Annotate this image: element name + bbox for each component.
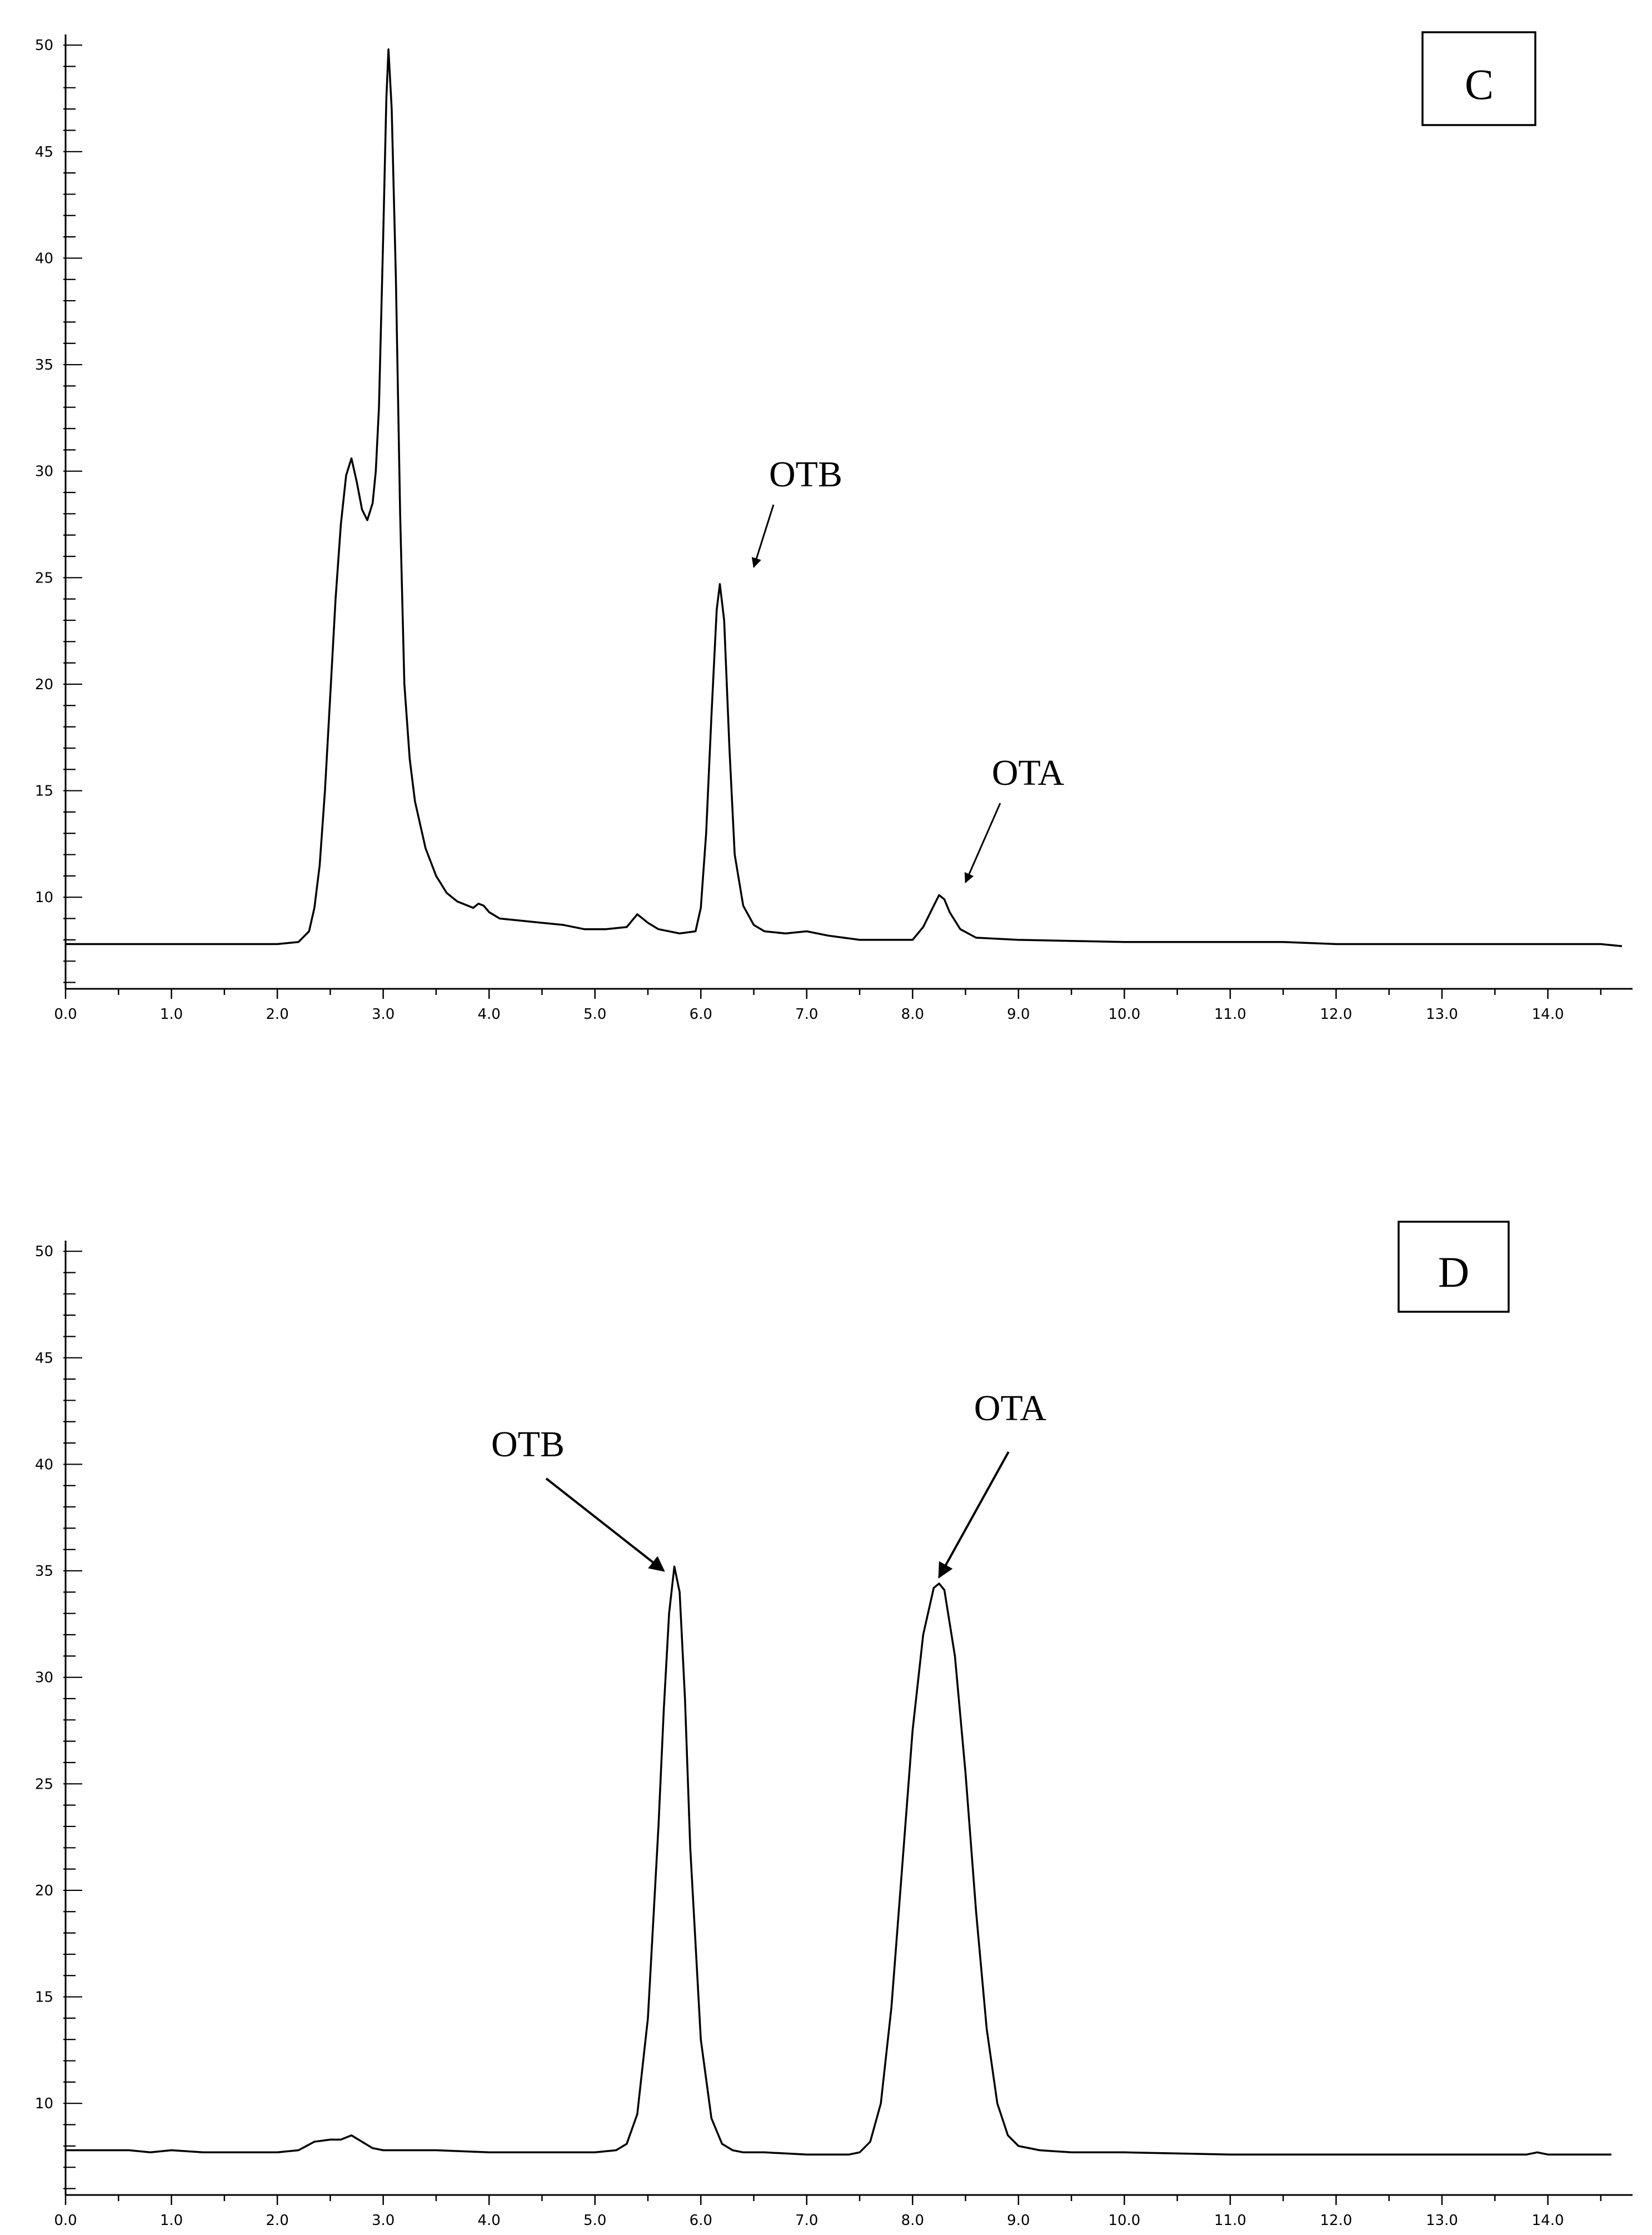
x-tick-label: 1.0 [160, 2212, 183, 2229]
x-tick-label: 7.0 [795, 2212, 818, 2229]
y-tick-label: 10 [35, 889, 53, 906]
panel-label: C [1465, 60, 1494, 108]
x-tick-label: 6.0 [690, 2212, 712, 2229]
y-tick-label: 35 [35, 1563, 53, 1580]
x-tick-label: 3.0 [372, 2212, 395, 2229]
y-tick-label: 10 [35, 2095, 53, 2112]
panel-label-box [1421, 31, 1536, 126]
x-tick-label: 10.0 [1108, 2212, 1140, 2229]
x-tick-label: 2.0 [266, 1006, 288, 1023]
panel-label-box [1398, 1221, 1510, 1313]
x-tick-label: 9.0 [1007, 1006, 1030, 1023]
x-tick-label: 9.0 [1007, 2212, 1030, 2229]
y-tick-label: 35 [35, 357, 53, 374]
y-tick-label: 15 [35, 1989, 53, 2006]
y-tick-label: 15 [35, 783, 53, 800]
chart-panel-d: 0.0 1.0 2.0 3.0 4.0 5.0 6.0 7.0 8.0 9.0 10.0 11.0 12… [35, 1221, 1633, 2229]
chromatogram-trace [66, 1565, 1611, 2156]
x-tick-label: 5.0 [583, 1006, 606, 1023]
x-tick-label: 13.0 [1426, 2212, 1458, 2229]
peak-arrow-ota [938, 1451, 1010, 1579]
y-tick-label: 20 [35, 676, 53, 693]
x-tick-label: 0.0 [54, 1006, 77, 1023]
peak-label-otb: OTB [769, 454, 842, 495]
x-tick-label: 14.0 [1532, 2212, 1564, 2229]
y-tick-label: 45 [35, 144, 53, 161]
x-tick-label: 8.0 [901, 1006, 924, 1023]
y-tick-label: 50 [35, 1243, 53, 1260]
x-tick-label: 6.0 [690, 1006, 712, 1023]
x-tick-label: 7.0 [795, 1006, 818, 1023]
x-tick-label: 10.0 [1108, 1006, 1140, 1023]
peak-arrow-otb [545, 1477, 665, 1572]
x-tick-label: 11.0 [1214, 2212, 1246, 2229]
x-tick-label: 13.0 [1426, 1006, 1458, 1023]
y-tick-label: 20 [35, 1883, 53, 1899]
chart-panel-c: 0.0 1.0 2.0 3.0 4.0 5.0 6.0 7.0 8.0 9.0 10.0 11.0 12… [35, 31, 1633, 1023]
x-tick-label: 5.0 [583, 2212, 606, 2229]
peak-arrow-ota [964, 803, 1001, 884]
x-tick-label: 12.0 [1320, 1006, 1352, 1023]
x-tick-label: 0.0 [54, 2212, 77, 2229]
y-tick-label: 40 [35, 250, 53, 267]
peak-arrow-otb [751, 504, 775, 568]
x-tick-label: 8.0 [901, 2212, 924, 2229]
x-tick-label: 4.0 [477, 2212, 500, 2229]
peak-label-ota: OTA [992, 753, 1065, 793]
x-tick-label: 4.0 [477, 1006, 500, 1023]
x-tick-label: 12.0 [1320, 2212, 1352, 2229]
y-tick-label: 45 [35, 1350, 53, 1367]
y-tick-label: 50 [35, 37, 53, 54]
x-tick-label: 2.0 [266, 2212, 288, 2229]
panel-label: D [1438, 1248, 1469, 1296]
x-tick-label: 1.0 [160, 1006, 183, 1023]
x-tick-label: 14.0 [1532, 1006, 1564, 1023]
x-tick-label: 3.0 [372, 1006, 395, 1023]
y-tick-label: 25 [35, 570, 53, 586]
y-tick-label: 30 [35, 464, 53, 480]
y-tick-label: 40 [35, 1456, 53, 1473]
x-tick-label: 11.0 [1214, 1006, 1246, 1023]
peak-label-ota: OTA [974, 1388, 1047, 1428]
peak-label-otb: OTB [491, 1424, 565, 1465]
y-tick-label: 30 [35, 1670, 53, 1686]
chromatogram-trace [66, 48, 1623, 948]
y-tick-label: 25 [35, 1776, 53, 1793]
